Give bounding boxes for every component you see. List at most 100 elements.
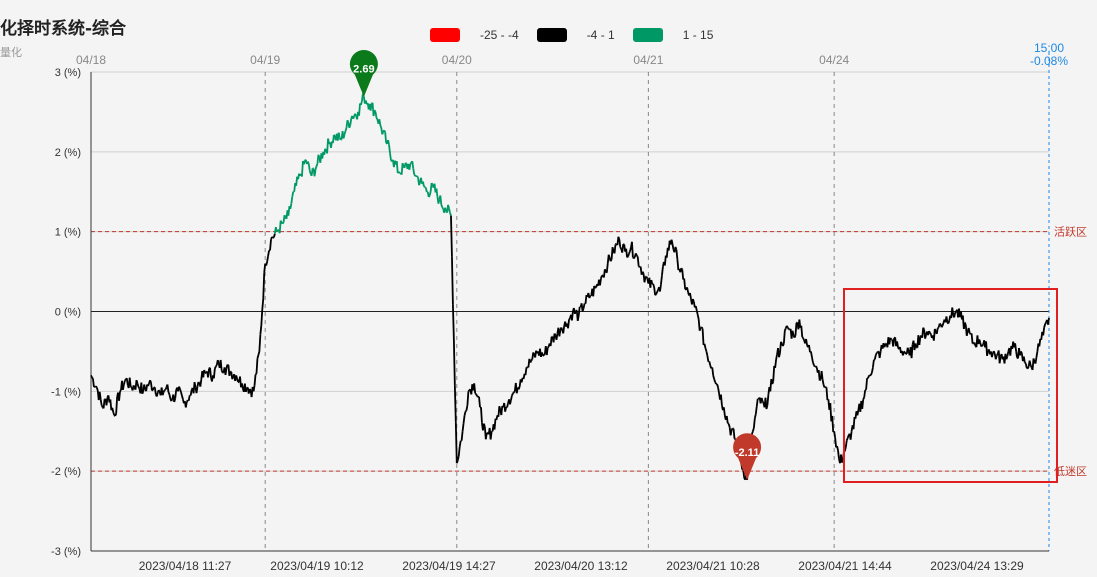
series-segment — [567, 319, 570, 329]
series-segment — [358, 103, 361, 116]
series-segment — [99, 399, 103, 406]
series-segment — [817, 369, 821, 381]
series-segment — [695, 310, 699, 316]
top-date-label: 04/18 — [76, 53, 106, 67]
series-segment — [1005, 355, 1009, 360]
series-segment — [255, 358, 259, 374]
legend-item[interactable]: 1 - 15 — [632, 28, 713, 42]
series-segment — [784, 327, 787, 331]
series-segment — [652, 283, 656, 288]
series-segment — [457, 446, 461, 457]
series-segment — [571, 311, 574, 321]
series-segment — [981, 344, 984, 347]
series-segment — [924, 334, 927, 339]
series-segment — [125, 378, 129, 386]
series-segment — [852, 417, 856, 430]
legend-item[interactable]: -25 - -4 — [430, 28, 519, 42]
series-segment — [265, 261, 268, 266]
series-segment — [448, 208, 451, 213]
series-segment — [631, 241, 634, 258]
series-segment — [846, 434, 850, 439]
series-segment — [686, 287, 689, 293]
series-segment — [593, 285, 596, 289]
series-segment — [261, 298, 265, 310]
series-segment — [810, 351, 813, 358]
series-segment — [613, 244, 617, 254]
series-segment — [545, 347, 549, 356]
series-segment — [654, 293, 657, 296]
series-segment — [794, 322, 798, 336]
series-segment — [224, 368, 228, 376]
series-segment — [411, 161, 415, 169]
series-segment — [800, 325, 804, 337]
min-marker-shape — [733, 433, 762, 480]
series-segment — [928, 330, 931, 334]
series-segment — [751, 430, 754, 435]
series-segment — [734, 437, 736, 440]
series-segment — [754, 406, 758, 415]
series-segment — [456, 456, 460, 461]
series-segment — [112, 411, 116, 416]
min-marker: -2.11 — [733, 433, 762, 480]
series-segment — [802, 337, 806, 341]
top-date-label: 04/21 — [633, 53, 663, 67]
series-segment — [701, 328, 705, 346]
series-segment — [180, 391, 183, 396]
series-segment — [161, 391, 165, 396]
series-segment — [712, 375, 716, 380]
series-segment — [892, 337, 896, 347]
series-segment — [266, 255, 269, 262]
reference-label: 活跃区 — [1054, 225, 1087, 239]
series-segment — [870, 372, 873, 376]
y-tick-label: 0 (%) — [55, 307, 81, 319]
top-date-label: 04/24 — [819, 53, 849, 67]
series-segment — [844, 440, 848, 448]
series-segment — [532, 352, 535, 355]
series-segment — [732, 428, 736, 439]
series-segment — [307, 163, 311, 171]
series-segment — [967, 327, 971, 334]
series-segment — [812, 361, 815, 366]
y-tick-label: -3 (%) — [51, 546, 81, 558]
series-segment — [782, 343, 785, 347]
series-segment — [91, 376, 94, 380]
series-segment — [152, 387, 155, 391]
series-segment — [253, 374, 257, 386]
series-segment — [856, 409, 860, 416]
series-segment — [778, 352, 781, 358]
series-segment — [447, 204, 450, 209]
series-segment — [449, 212, 452, 216]
series-segment — [618, 239, 622, 248]
series-segment — [92, 378, 95, 387]
series-segment — [500, 405, 504, 416]
legend-item[interactable]: -4 - 1 — [536, 28, 615, 42]
series-segment — [262, 272, 266, 299]
series-segment — [553, 333, 557, 336]
series-segment — [560, 327, 564, 331]
series-segment — [395, 161, 399, 174]
series-segment — [929, 332, 932, 335]
max-marker: 2.69 — [349, 50, 378, 97]
series-segment — [896, 341, 899, 348]
series-segment — [512, 391, 515, 395]
series-segment — [986, 350, 989, 356]
series-segment — [118, 391, 121, 401]
series-segment — [849, 431, 853, 440]
series-segment — [378, 119, 382, 126]
series-segment — [452, 339, 456, 386]
series-segment — [889, 337, 893, 341]
series-segment — [671, 244, 675, 251]
series-segment — [458, 440, 462, 448]
series-segment — [645, 276, 649, 280]
series-segment — [454, 422, 458, 464]
series-segment — [634, 252, 638, 256]
series-segment — [1044, 321, 1047, 325]
series-segment — [675, 249, 679, 260]
series-segment — [818, 378, 822, 382]
series-segment — [510, 395, 513, 401]
series-segment — [576, 315, 580, 321]
series-segment — [980, 345, 983, 348]
series-segment — [384, 132, 388, 143]
series-segment — [998, 356, 1002, 364]
series-segment — [444, 207, 448, 212]
